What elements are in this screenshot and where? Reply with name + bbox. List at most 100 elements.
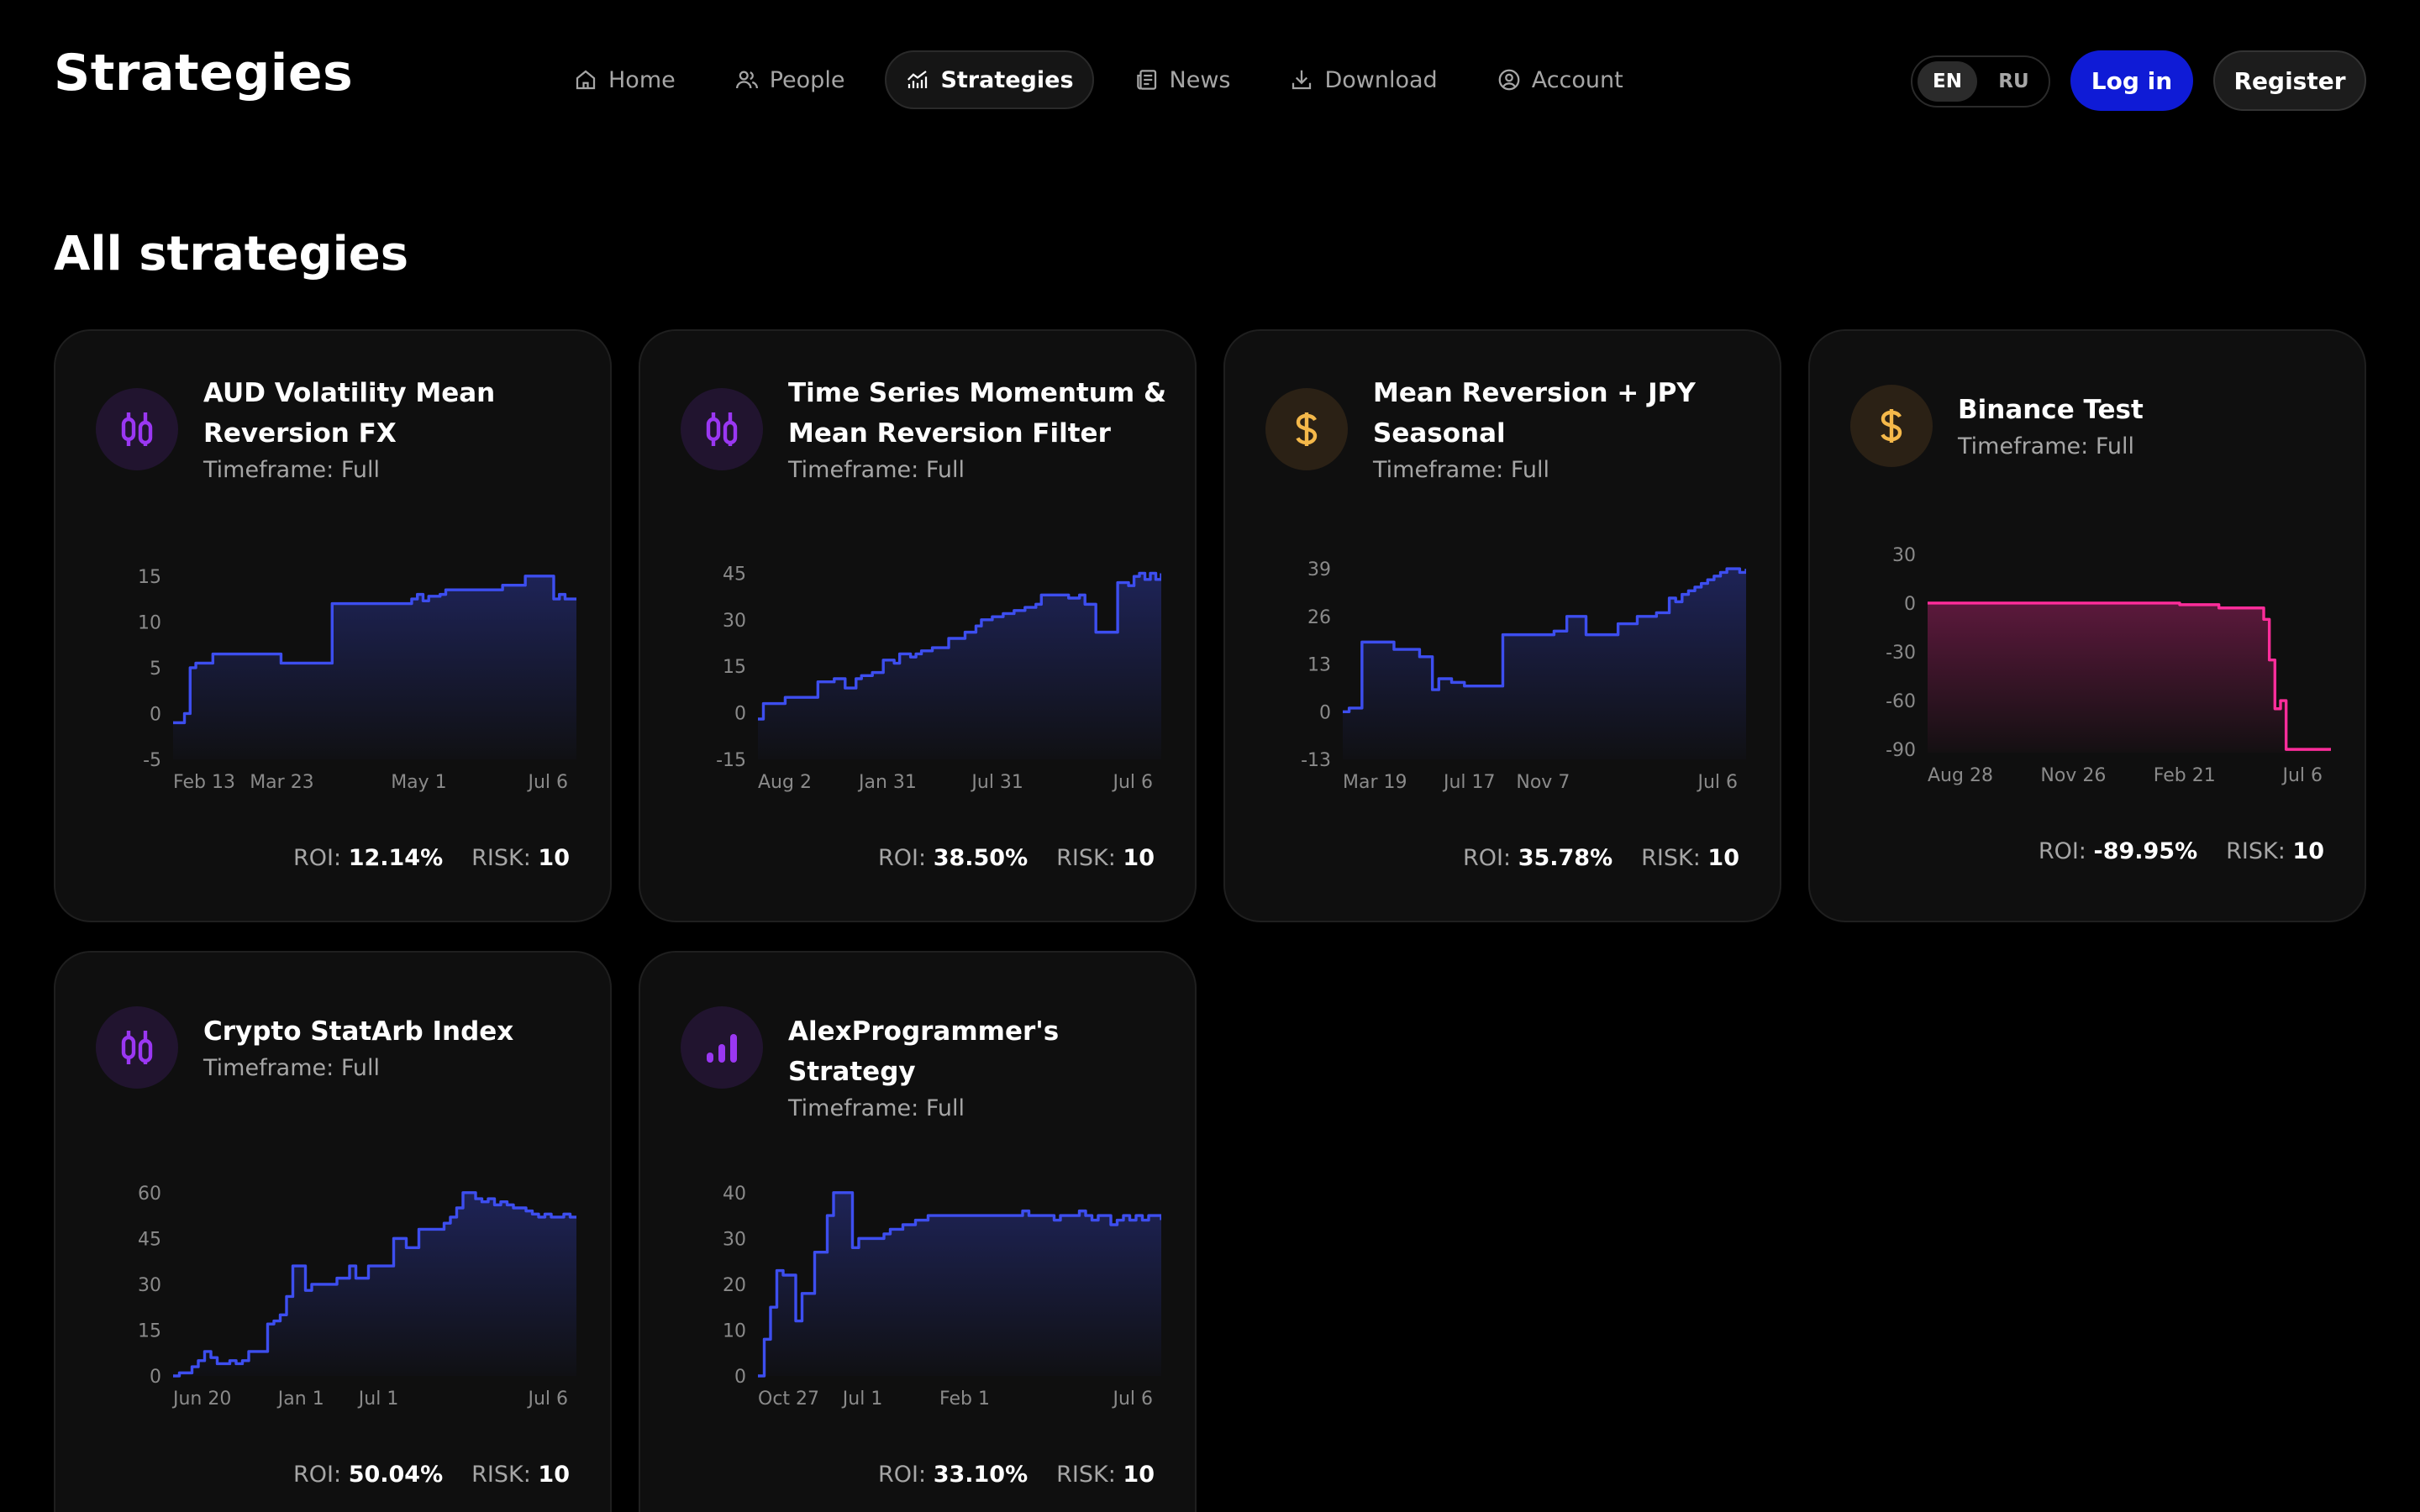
x-tick-label: Jan 31	[857, 772, 917, 793]
dollar-icon	[1296, 412, 1318, 446]
x-tick-label: Jul 1	[841, 1389, 883, 1410]
roi-label: ROI:	[2038, 838, 2086, 864]
roi-value: 35.78%	[1518, 845, 1613, 871]
risk-stat: RISK: 10	[471, 1462, 570, 1488]
strategy-timeframe: Timeframe: Full	[788, 1095, 965, 1121]
strategy-card[interactable]: Crypto StatArb Index Timeframe: Full 60 4…	[54, 951, 612, 1512]
strategy-card[interactable]: Time Series Momentum & Mean Reversion Fi…	[639, 329, 1197, 922]
x-tick-label: Feb 1	[939, 1389, 990, 1410]
y-tick-label: -30	[1886, 643, 1916, 664]
equity-line	[1928, 601, 2331, 751]
y-tick-label: 15	[723, 657, 746, 678]
y-tick-label: 0	[1904, 594, 1916, 615]
lang-ru[interactable]: RU	[1998, 71, 2029, 92]
nav-home[interactable]: Home	[555, 50, 694, 109]
y-tick-label: 30	[723, 1229, 746, 1250]
risk-value: 10	[1707, 845, 1739, 871]
x-tick-label: Nov 26	[2040, 765, 2106, 786]
risk-value: 10	[538, 845, 570, 871]
risk-stat: RISK: 10	[471, 845, 570, 871]
strategy-icon	[681, 388, 763, 470]
dollar-icon	[1881, 409, 1902, 443]
y-tick-label: 10	[138, 612, 161, 633]
strategy-stats: ROI: 12.14% RISK: 10	[293, 845, 570, 871]
strategy-stats: ROI: 33.10% RISK: 10	[878, 1462, 1155, 1488]
roi-label: ROI:	[1463, 845, 1512, 871]
equity-area	[173, 575, 576, 759]
y-tick-label: 39	[1307, 559, 1331, 580]
strategy-stats: ROI: 50.04% RISK: 10	[293, 1462, 570, 1488]
y-tick-label: 26	[1307, 607, 1331, 628]
x-tick-label: Jan 1	[276, 1389, 324, 1410]
x-tick-label: May 1	[391, 772, 446, 793]
strategy-card[interactable]: AlexProgrammer's Strategy Timeframe: Ful…	[639, 951, 1197, 1512]
x-tick-label: Nov 7	[1516, 772, 1570, 793]
login-button[interactable]: Log in	[2070, 50, 2193, 111]
risk-value: 10	[1123, 1462, 1155, 1488]
equity-chart: 40 30 20 10 0 Oct 27 Jul 1 Feb 1 Jul 6	[723, 1184, 1161, 1410]
nav-news[interactable]: News	[1116, 50, 1249, 109]
roi-label: ROI:	[878, 1462, 927, 1488]
nav-people-label: People	[769, 66, 845, 93]
y-tick-label: 0	[150, 704, 161, 725]
equity-area	[1928, 602, 2331, 753]
nav-account-label: Account	[1531, 66, 1623, 93]
x-tick-label: Jun 20	[171, 1389, 231, 1410]
y-tick-label: 0	[734, 704, 746, 725]
roi-label: ROI:	[878, 845, 927, 871]
nav-people[interactable]: People	[716, 50, 864, 109]
register-button[interactable]: Register	[2213, 50, 2366, 111]
risk-stat: RISK: 10	[2226, 838, 2324, 864]
equity-area	[758, 1192, 1161, 1376]
equity-line	[758, 571, 1161, 721]
x-tick-label: Aug 28	[1928, 765, 1993, 786]
equity-area	[1343, 569, 1746, 759]
y-tick-label: 13	[1307, 655, 1331, 676]
risk-label: RISK:	[1056, 845, 1116, 871]
equity-chart: 45 30 15 0 -15 Aug 2 Jan 31 Jul 31 Jul 6	[716, 564, 1161, 793]
strategy-name[interactable]: AUD Volatility Mean Reversion FX	[203, 378, 496, 449]
y-tick-label: 45	[138, 1229, 161, 1250]
risk-stat: RISK: 10	[1056, 845, 1155, 871]
roi-value: 38.50%	[933, 845, 1028, 871]
nav-news-label: News	[1169, 66, 1231, 93]
roi-stat: ROI: 50.04%	[293, 1462, 443, 1488]
nav-account[interactable]: Account	[1478, 50, 1642, 109]
y-tick-label: -5	[143, 750, 161, 771]
x-tick-label: Jul 6	[2281, 765, 2323, 786]
x-tick-label: Oct 27	[758, 1389, 819, 1410]
strategy-card[interactable]: Binance Test Timeframe: Full 30 0 -30 -60 -9…	[1808, 329, 2366, 922]
strategy-icon	[1265, 388, 1348, 470]
roi-value: 33.10%	[933, 1462, 1028, 1488]
roi-value: -89.95%	[2093, 838, 2198, 864]
x-tick-label: Jul 6	[526, 772, 568, 793]
strategy-icon	[96, 388, 178, 470]
y-tick-label: 60	[138, 1184, 161, 1205]
chart-icon	[908, 71, 928, 88]
equity-chart: 39 26 13 0 -13 Mar 19 Jul 17 Nov 7 Jul 6	[1301, 559, 1746, 793]
x-tick-label: Jul 6	[1111, 772, 1153, 793]
strategy-timeframe: Timeframe: Full	[1373, 457, 1549, 483]
lang-en[interactable]: EN	[1918, 61, 1977, 102]
top-header: Strategies Home People Strategies News D…	[0, 0, 2420, 160]
strategy-name[interactable]: Time Series Momentum & Mean Reversion Fi…	[788, 378, 1166, 449]
y-tick-label: -13	[1301, 750, 1331, 771]
strategy-stats: ROI: -89.95% RISK: 10	[2039, 838, 2324, 864]
strategy-card[interactable]: AUD Volatility Mean Reversion FX Timefra…	[54, 329, 612, 922]
risk-label: RISK:	[1056, 1462, 1116, 1488]
strategy-name[interactable]: Binance Test	[1958, 395, 2144, 425]
strategy-stats: ROI: 35.78% RISK: 10	[1463, 845, 1739, 871]
risk-label: RISK:	[471, 1462, 531, 1488]
strategy-timeframe: Timeframe: Full	[1958, 433, 2134, 459]
nav-download[interactable]: Download	[1270, 50, 1455, 109]
strategy-name[interactable]: Mean Reversion + JPY Seasonal	[1373, 378, 1696, 449]
nav-home-label: Home	[608, 66, 676, 93]
roi-stat: ROI: -89.95%	[2039, 838, 2197, 864]
nav-strategies[interactable]: Strategies	[885, 50, 1094, 109]
risk-value: 10	[538, 1462, 570, 1488]
brand-title: Strategies	[54, 44, 354, 102]
strategy-name[interactable]: Crypto StatArb Index	[203, 1016, 514, 1047]
y-tick-label: 45	[723, 564, 746, 585]
strategy-name[interactable]: AlexProgrammer's Strategy	[788, 1016, 1060, 1087]
strategy-card[interactable]: Mean Reversion + JPY Seasonal Timeframe:…	[1223, 329, 1781, 922]
